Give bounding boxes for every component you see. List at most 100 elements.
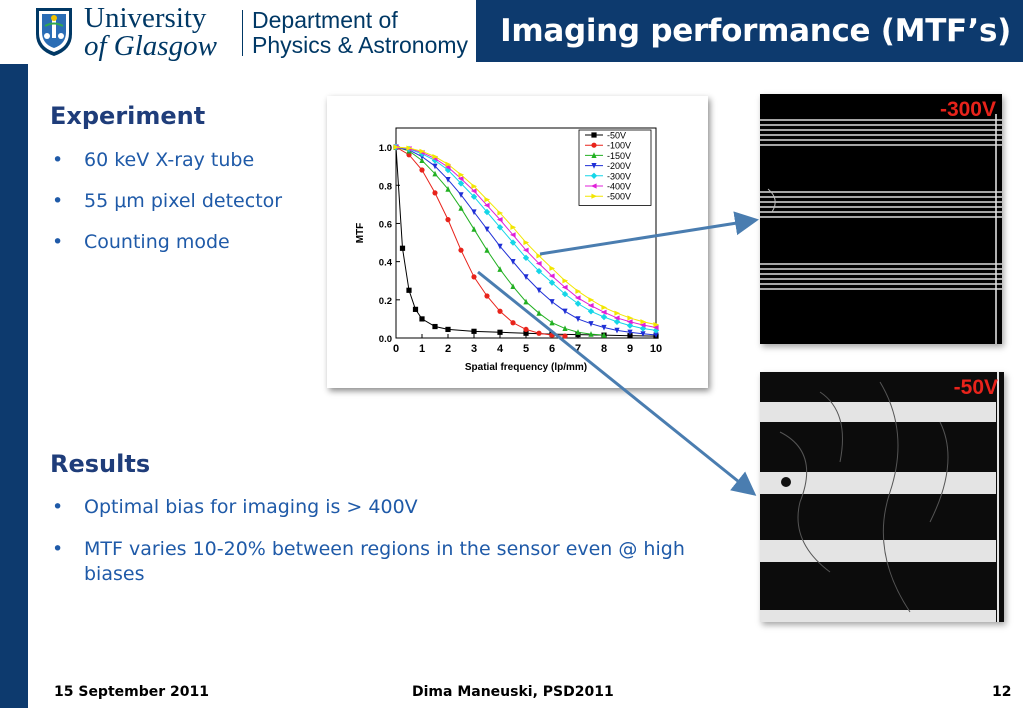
- data-point: [497, 210, 504, 216]
- legend-marker: [591, 152, 597, 158]
- x-tick-label: 10: [650, 343, 662, 355]
- mtf-chart: 0 1 2 3 4 5 6 7 8 9 10 0.0 0.2 0.4 0.6 0.8 1.0 Spatial fr…: [355, 127, 662, 373]
- data-point: [484, 247, 490, 253]
- image-label-50v: -50V: [953, 376, 998, 399]
- data-point: [496, 224, 504, 231]
- legend-marker: [590, 183, 597, 189]
- x-tick-label: 8: [601, 343, 607, 355]
- department-line2: Physics & Astronomy: [252, 32, 469, 58]
- y-axis-label: MTF: [355, 223, 366, 244]
- data-point: [483, 208, 491, 216]
- footer-author: Dima Maneuski, PSD2011: [412, 684, 614, 700]
- legend-marker: [591, 163, 597, 169]
- data-point: [419, 148, 426, 154]
- data-point: [497, 308, 503, 314]
- data-point: [393, 144, 400, 150]
- data-point: [509, 239, 517, 246]
- image-panel-300v: -300V: [760, 94, 1002, 344]
- data-point: [562, 333, 568, 339]
- footer-page-number: 12: [992, 684, 1012, 700]
- data-point: [432, 190, 438, 196]
- data-point: [549, 332, 555, 338]
- data-point: [562, 308, 568, 315]
- data-point: [496, 217, 503, 223]
- crest-icon: [36, 8, 72, 56]
- legend-marker: [591, 132, 597, 138]
- data-point: [471, 183, 478, 189]
- y-tick-label: 1.0: [379, 143, 392, 154]
- data-point: [458, 192, 464, 198]
- x-tick-label: 6: [549, 343, 555, 355]
- department-line1: Department of: [252, 7, 398, 33]
- data-point: [535, 260, 542, 267]
- data-point: [457, 175, 464, 182]
- data-point: [432, 323, 438, 330]
- data-point: [549, 319, 555, 326]
- data-point: [522, 247, 529, 253]
- data-point: [523, 239, 530, 246]
- data-point: [509, 232, 516, 238]
- data-point: [601, 304, 608, 311]
- experiment-heading: Experiment: [50, 102, 206, 130]
- list-item: MTF varies 10-20% between regions in the…: [50, 537, 690, 587]
- series-line-1: [395, 146, 566, 337]
- xray-image-50v: [760, 372, 1004, 622]
- data-point: [458, 247, 464, 253]
- data-point: [419, 167, 425, 173]
- data-point: [497, 243, 503, 250]
- legend-marker: [591, 193, 598, 199]
- slide-header: University of Glasgow Department of Phys…: [0, 0, 1023, 64]
- y-tick-label: 0.6: [379, 219, 392, 230]
- xray-image-300v: [760, 94, 1002, 344]
- x-tick-label: 5: [523, 343, 529, 355]
- x-tick-label: 3: [471, 343, 477, 355]
- experiment-list: 60 keV X-ray tube 55 μm pixel detector C…: [50, 148, 282, 255]
- y-tick-label: 0.0: [379, 334, 392, 345]
- x-tick-label: 9: [627, 343, 633, 355]
- x-tick-label: 1: [419, 343, 425, 355]
- x-tick-label: 4: [497, 343, 504, 355]
- data-point: [484, 196, 491, 203]
- legend-box: [578, 129, 652, 206]
- data-point: [399, 245, 406, 251]
- data-point: [432, 170, 438, 177]
- data-point: [522, 254, 530, 262]
- legend-entry: -200V: [607, 161, 631, 171]
- data-point: [536, 253, 543, 259]
- university-name: University of Glasgow: [84, 2, 217, 61]
- university-name-line1: University: [84, 2, 207, 34]
- data-point: [471, 209, 477, 216]
- data-point: [406, 145, 413, 151]
- slide-title: Imaging performance (MTF’s): [500, 13, 1011, 49]
- list-item: Counting mode: [50, 230, 282, 255]
- data-point: [484, 293, 490, 299]
- image-label-300v: -300V: [939, 98, 996, 121]
- mtf-chart-frame: 0 1 2 3 4 5 6 7 8 9 10 0.0 0.2 0.4 0.6 0.8 1.0 Spatial fr…: [327, 96, 708, 388]
- data-point: [445, 161, 452, 167]
- y-tick-label: 0.8: [379, 181, 392, 192]
- x-tick-label: 0: [393, 343, 399, 355]
- data-point: [445, 217, 451, 223]
- legend-marker: [591, 142, 597, 148]
- x-tick-label: 2: [445, 343, 451, 355]
- data-point: [431, 157, 439, 164]
- data-point: [562, 325, 568, 332]
- legend-entry: -50V: [607, 131, 626, 141]
- data-point: [600, 313, 608, 321]
- data-point: [445, 176, 451, 183]
- legend-entry: -500V: [607, 192, 631, 202]
- data-point: [497, 266, 503, 272]
- logo-divider: [242, 10, 243, 56]
- data-point: [471, 226, 477, 232]
- data-point: [484, 226, 490, 233]
- data-point: [419, 316, 425, 322]
- series-line-2: [395, 146, 605, 336]
- data-point: [445, 185, 451, 192]
- y-tick-label: 0.4: [379, 258, 393, 269]
- data-point: [587, 308, 595, 315]
- data-point: [444, 166, 452, 174]
- list-item: 60 keV X-ray tube: [50, 148, 282, 173]
- data-point: [432, 163, 438, 170]
- data-point: [510, 224, 517, 230]
- footer-date: 15 September 2011: [54, 684, 209, 700]
